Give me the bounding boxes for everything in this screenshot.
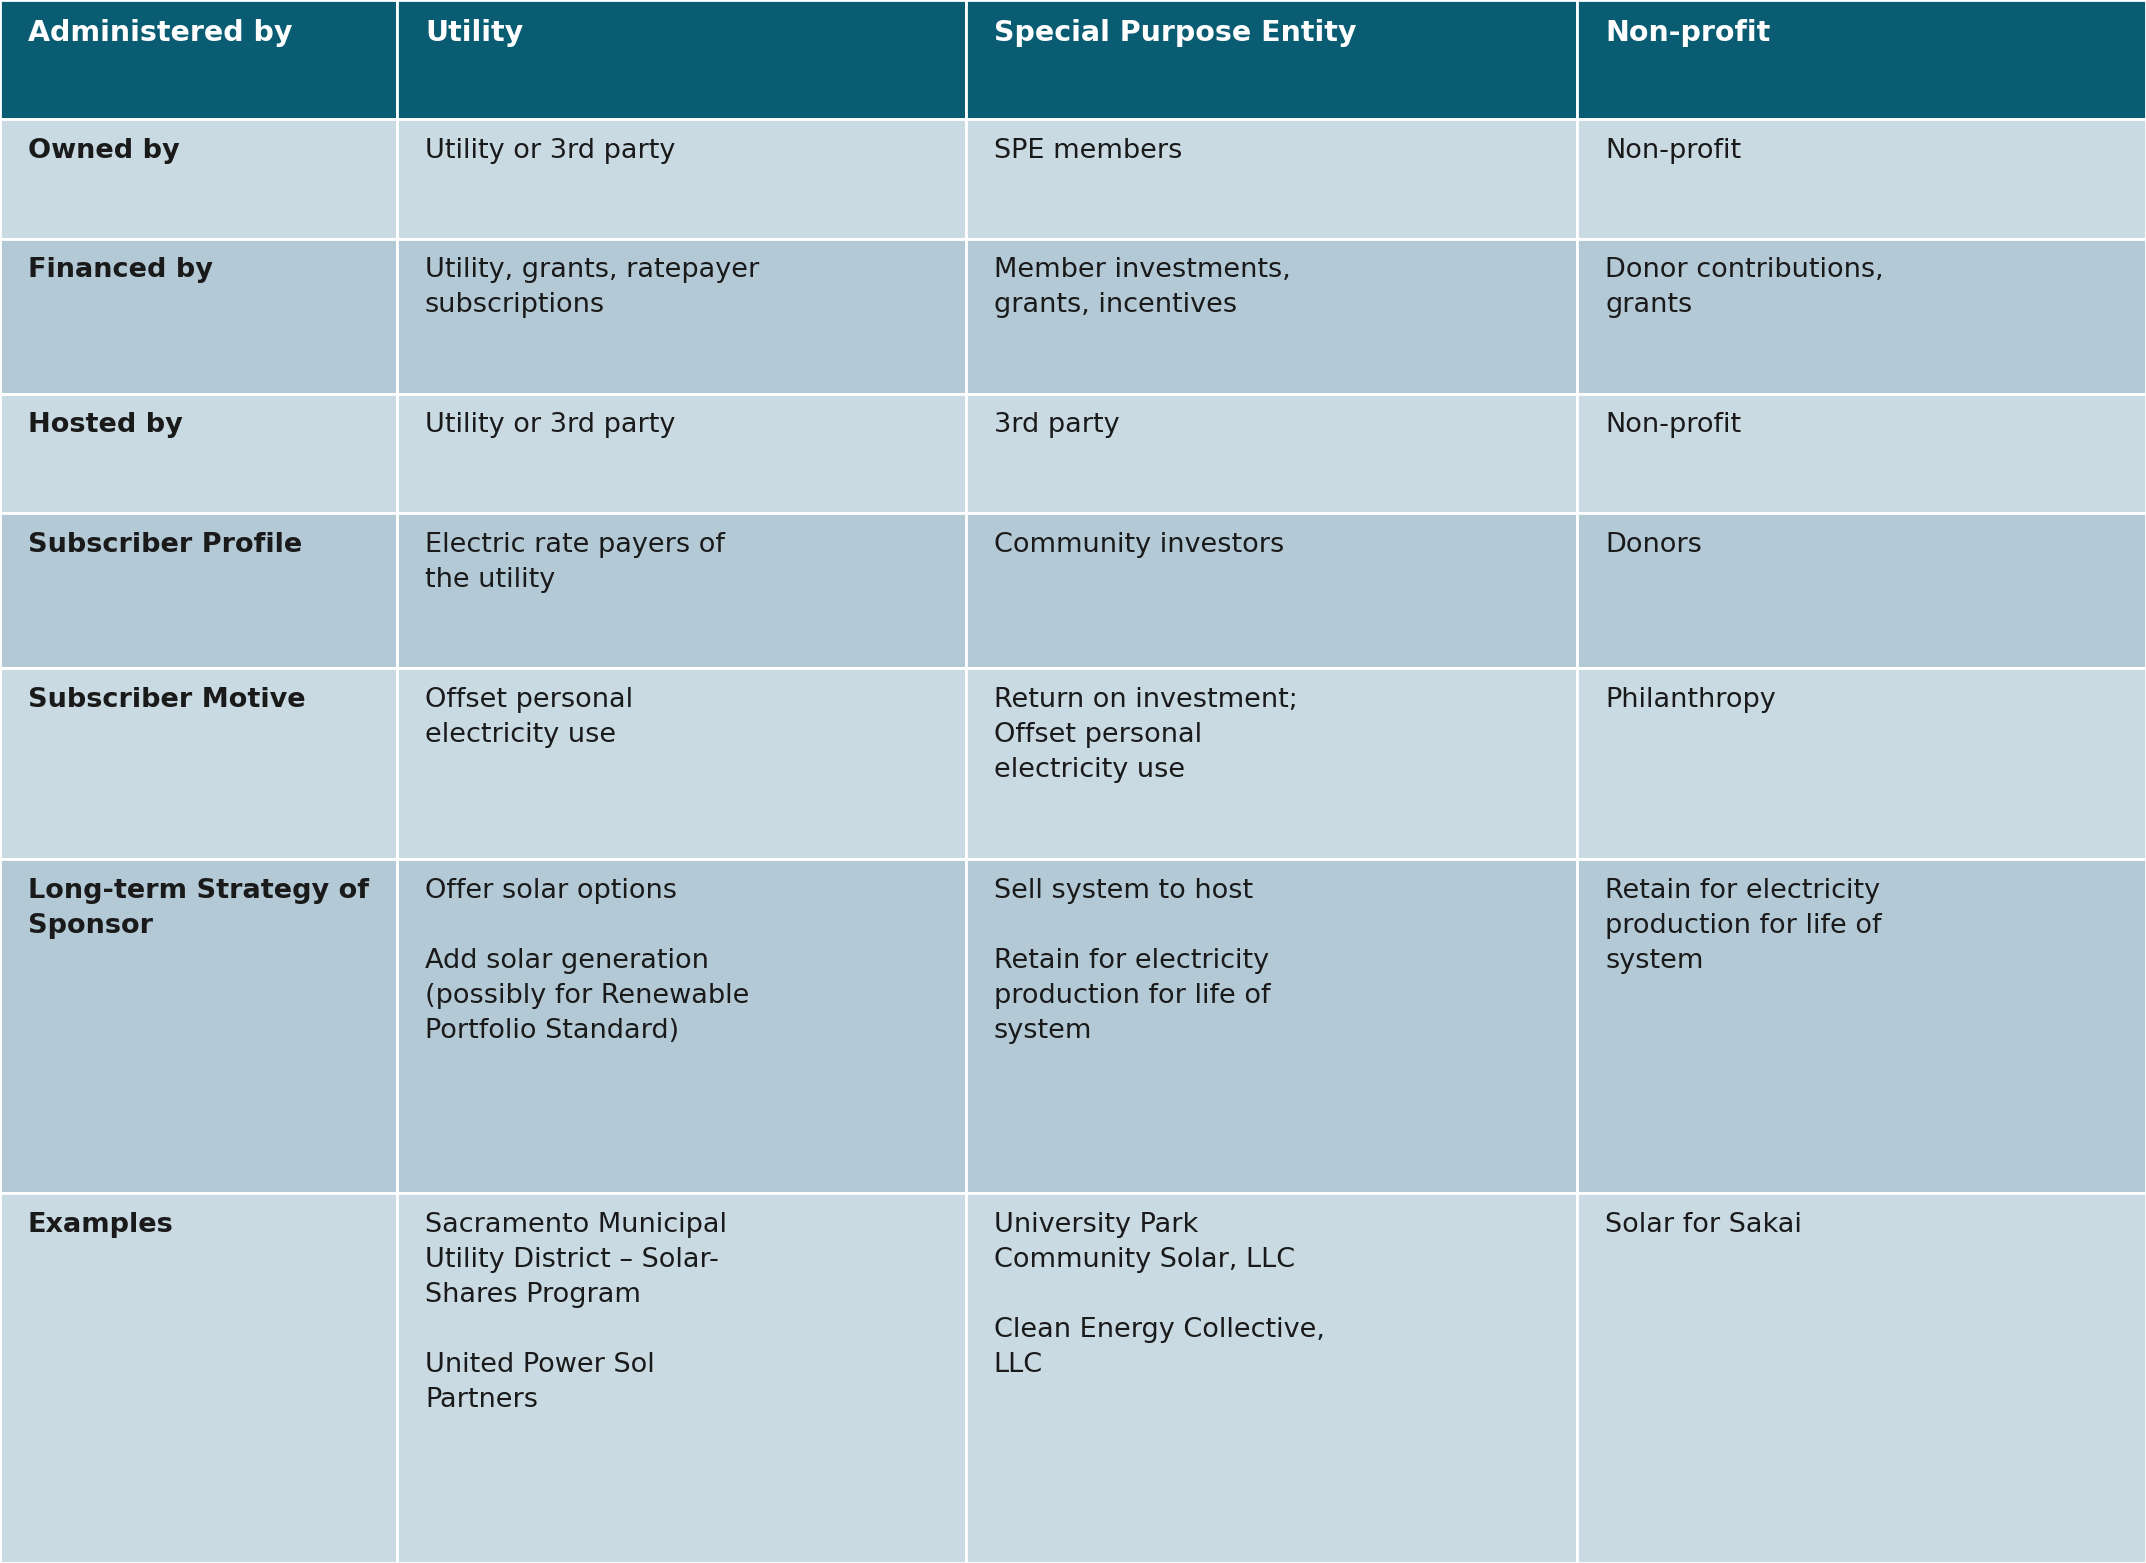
Bar	[0, 119, 397, 239]
Bar	[966, 513, 1577, 667]
Bar	[966, 119, 1577, 239]
Text: Donor contributions,
grants: Donor contributions, grants	[1605, 258, 1884, 319]
Text: Hosted by: Hosted by	[28, 413, 182, 439]
Bar	[397, 1193, 966, 1563]
Text: University Park
Community Solar, LLC

Clean Energy Collective,
LLC: University Park Community Solar, LLC Cle…	[994, 1211, 1324, 1379]
Text: Return on investment;
Offset personal
electricity use: Return on investment; Offset personal el…	[994, 686, 1298, 783]
Bar	[397, 239, 966, 394]
Text: Member investments,
grants, incentives: Member investments, grants, incentives	[994, 258, 1290, 319]
Bar	[1577, 239, 2146, 394]
Bar	[397, 119, 966, 239]
Bar	[397, 513, 966, 667]
Bar	[966, 667, 1577, 860]
Bar	[397, 0, 966, 119]
Bar	[966, 0, 1577, 119]
Text: Offset personal
electricity use: Offset personal electricity use	[425, 686, 633, 749]
Text: Donors: Donors	[1605, 531, 1702, 558]
Bar	[0, 667, 397, 860]
Text: 3rd party: 3rd party	[994, 413, 1120, 439]
Bar	[0, 513, 397, 667]
Bar	[1577, 0, 2146, 119]
Bar	[966, 394, 1577, 513]
Text: Community investors: Community investors	[994, 531, 1283, 558]
Text: Retain for electricity
production for life of
system: Retain for electricity production for li…	[1605, 878, 1882, 974]
Bar	[397, 860, 966, 1193]
Bar	[1577, 667, 2146, 860]
Text: Sacramento Municipal
Utility District – Solar-
Shares Program

United Power Sol
: Sacramento Municipal Utility District – …	[425, 1211, 727, 1413]
Bar	[0, 860, 397, 1193]
Bar	[1577, 860, 2146, 1193]
Text: Utility or 3rd party: Utility or 3rd party	[425, 138, 676, 164]
Bar	[966, 860, 1577, 1193]
Bar	[0, 239, 397, 394]
Text: Utility: Utility	[425, 19, 524, 47]
Text: Examples: Examples	[28, 1211, 174, 1238]
Text: Long-term Strategy of
Sponsor: Long-term Strategy of Sponsor	[28, 878, 369, 939]
Text: Philanthropy: Philanthropy	[1605, 686, 1777, 713]
Text: Financed by: Financed by	[28, 258, 212, 283]
Bar	[1577, 1193, 2146, 1563]
Bar	[397, 394, 966, 513]
Bar	[966, 1193, 1577, 1563]
Bar	[1577, 394, 2146, 513]
Bar	[0, 0, 397, 119]
Text: Subscriber Profile: Subscriber Profile	[28, 531, 303, 558]
Text: SPE members: SPE members	[994, 138, 1182, 164]
Bar	[966, 239, 1577, 394]
Text: Solar for Sakai: Solar for Sakai	[1605, 1211, 1803, 1238]
Text: Non-profit: Non-profit	[1605, 138, 1740, 164]
Bar	[0, 394, 397, 513]
Bar	[1577, 119, 2146, 239]
Bar	[1577, 513, 2146, 667]
Text: Special Purpose Entity: Special Purpose Entity	[994, 19, 1356, 47]
Text: Utility or 3rd party: Utility or 3rd party	[425, 413, 676, 439]
Text: Non-profit: Non-profit	[1605, 19, 1770, 47]
Bar	[0, 1193, 397, 1563]
Bar	[397, 667, 966, 860]
Text: Offer solar options

Add solar generation
(possibly for Renewable
Portfolio Stan: Offer solar options Add solar generation…	[425, 878, 749, 1044]
Text: Sell system to host

Retain for electricity
production for life of
system: Sell system to host Retain for electrici…	[994, 878, 1270, 1044]
Text: Electric rate payers of
the utility: Electric rate payers of the utility	[425, 531, 725, 592]
Text: Subscriber Motive: Subscriber Motive	[28, 686, 305, 713]
Text: Administered by: Administered by	[28, 19, 292, 47]
Text: Non-profit: Non-profit	[1605, 413, 1740, 439]
Text: Owned by: Owned by	[28, 138, 180, 164]
Text: Utility, grants, ratepayer
subscriptions: Utility, grants, ratepayer subscriptions	[425, 258, 760, 319]
